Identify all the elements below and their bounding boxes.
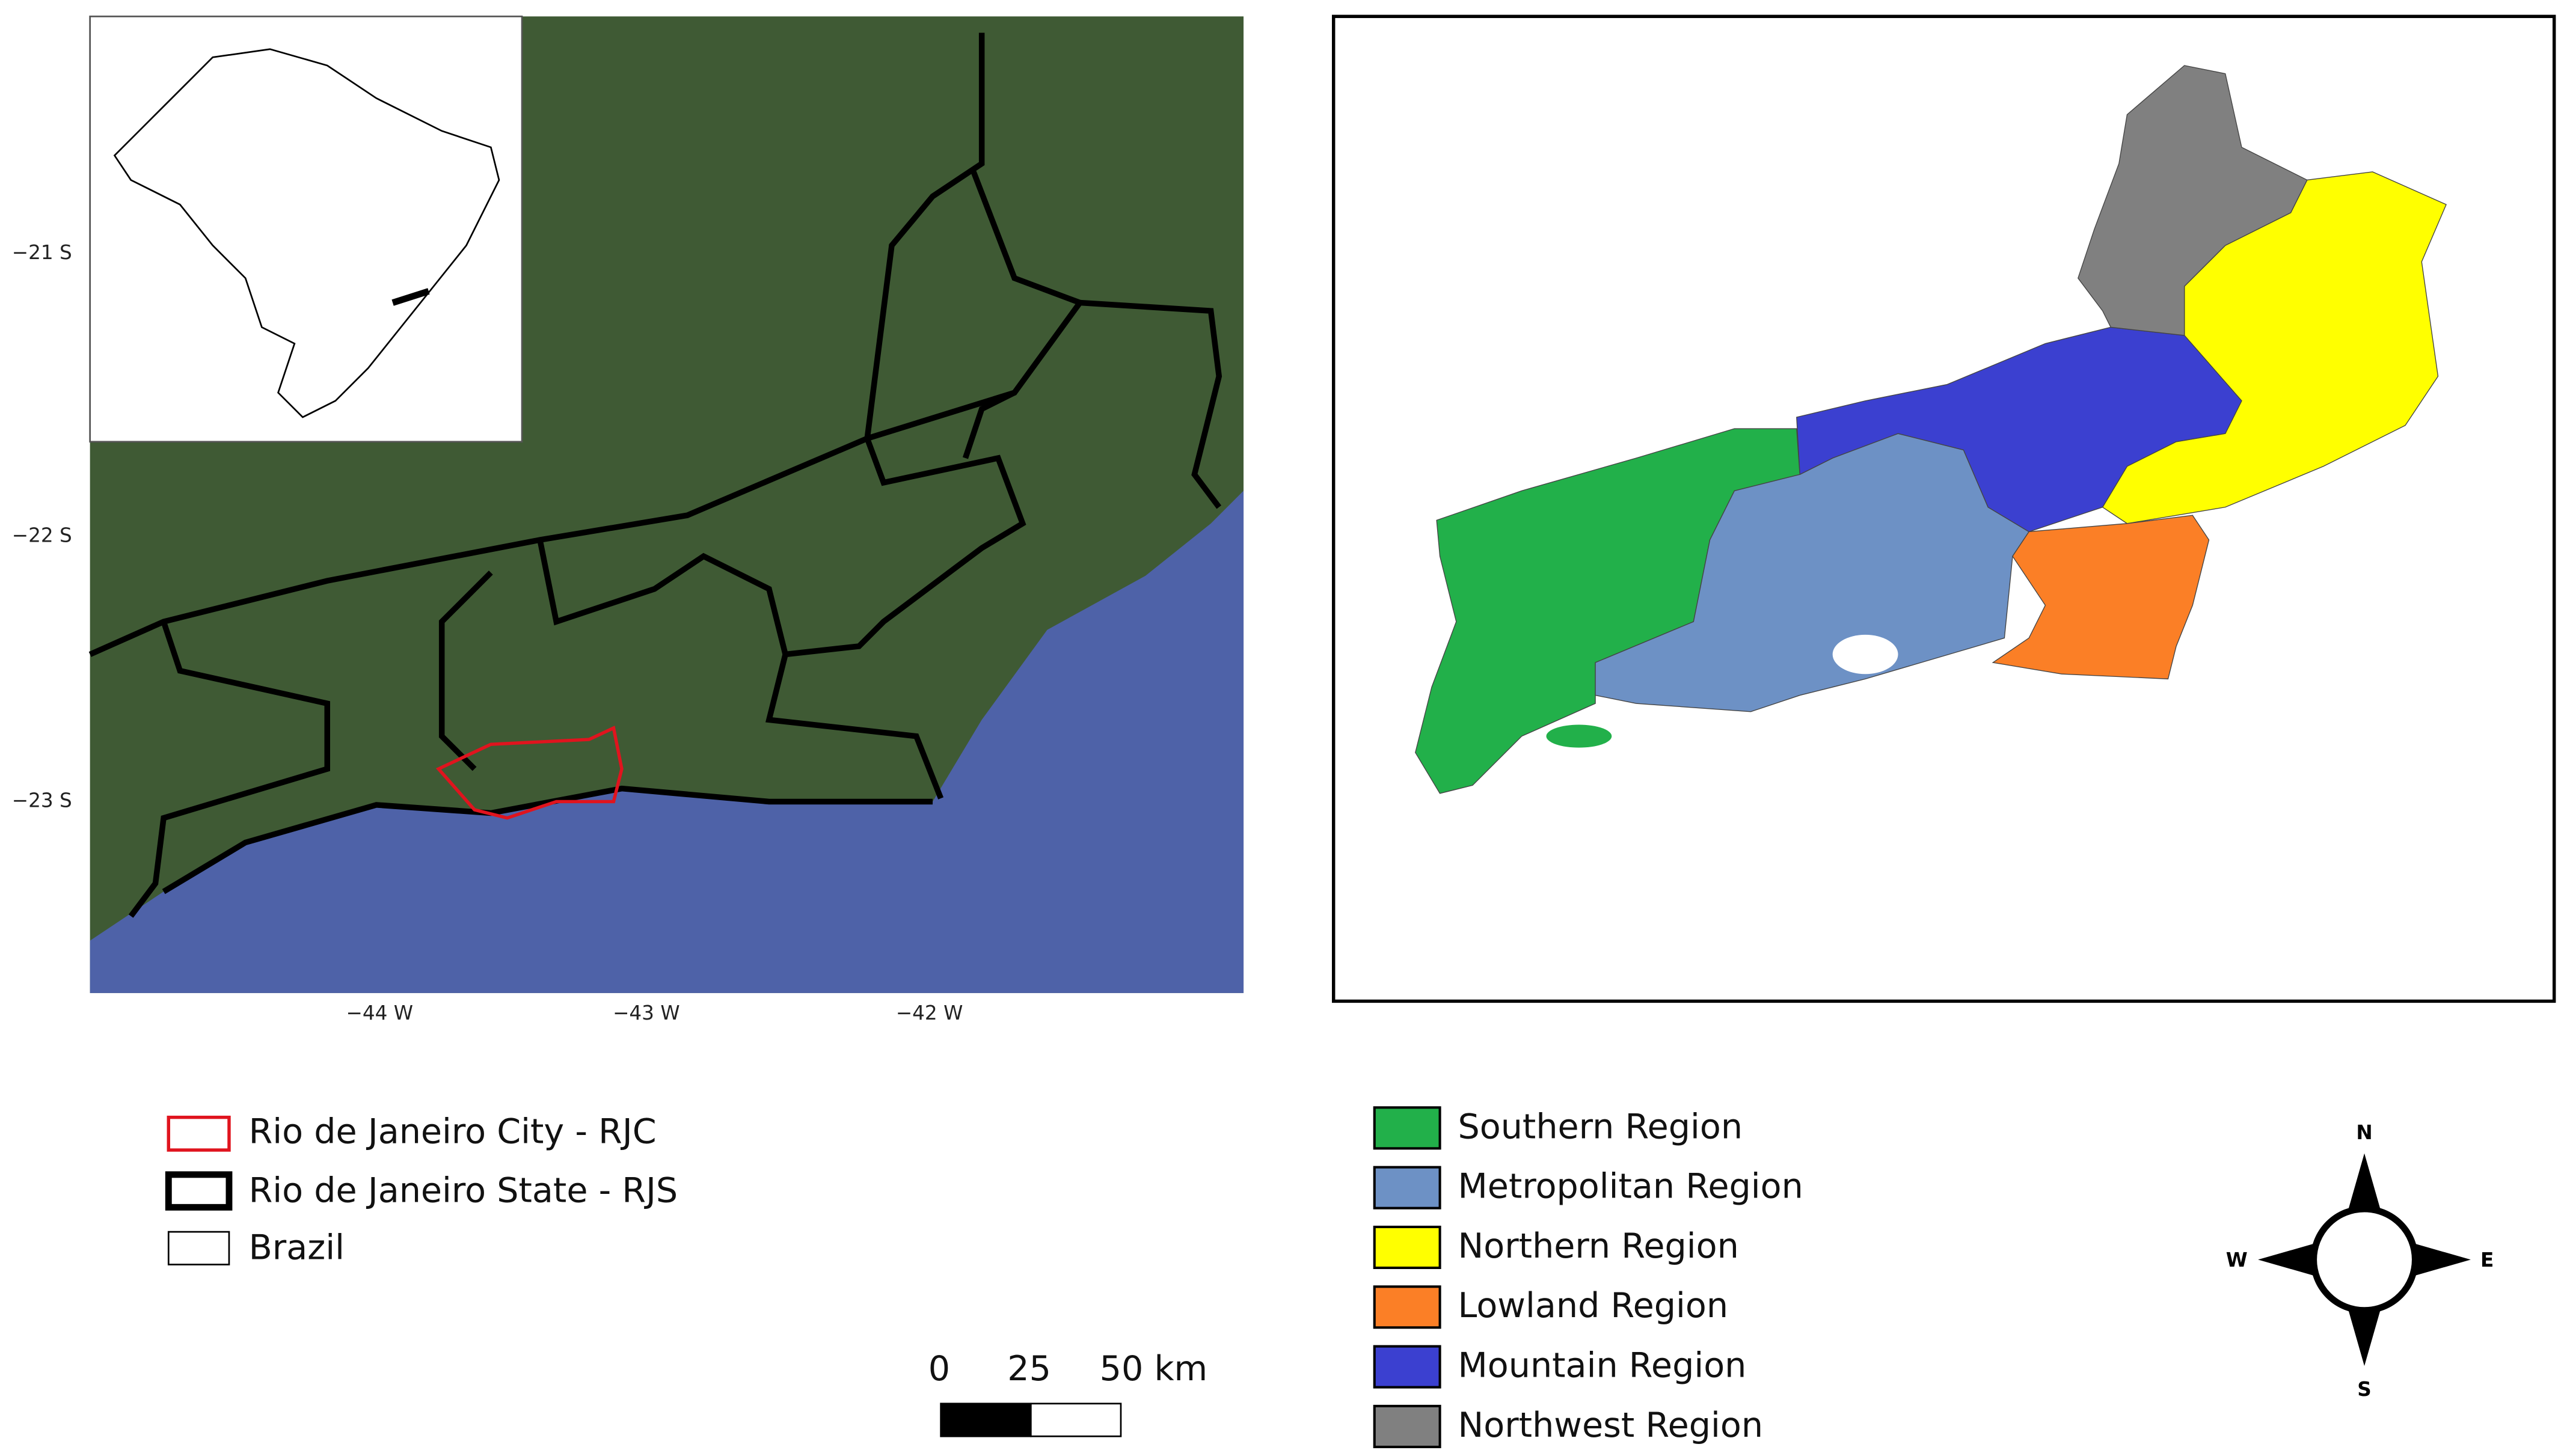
region xyxy=(1992,515,2210,680)
rjs-inset xyxy=(391,288,430,306)
brazil-outline xyxy=(113,48,500,418)
legend-swatch xyxy=(1373,1404,1441,1448)
legend-swatch xyxy=(1373,1225,1441,1270)
legend-swatch xyxy=(167,1231,230,1265)
legend-label: Northwest Region xyxy=(1458,1406,1764,1445)
satellite-map: −21 S −22 S −23 S −44 W −43 W −42 W xyxy=(12,15,1244,1024)
scale-bar xyxy=(1029,1402,1122,1437)
legend-label: Lowland Region xyxy=(1458,1286,1729,1326)
legend-label: Rio de Janeiro City - RJC xyxy=(249,1112,657,1151)
island xyxy=(1546,724,1612,748)
compass-n: N xyxy=(2356,1121,2372,1144)
legend-swatch xyxy=(1373,1285,1441,1329)
legend-swatch xyxy=(1373,1345,1441,1389)
lon-label: −42 W xyxy=(896,1002,963,1024)
water xyxy=(1832,634,1898,674)
region xyxy=(2078,65,2308,336)
scale-label: 0 xyxy=(928,1349,950,1389)
scale-label: 50 km xyxy=(1100,1349,1208,1389)
legend-label: Northern Region xyxy=(1458,1226,1739,1266)
scale-bar xyxy=(940,1402,1032,1437)
legend-label: Metropolitan Region xyxy=(1458,1167,1803,1207)
legend-label: Mountain Region xyxy=(1458,1346,1747,1386)
lon-label: −43 W xyxy=(613,1002,680,1024)
legend-swatch xyxy=(165,1171,233,1211)
ocean xyxy=(90,491,1244,993)
legend-label: Rio de Janeiro State - RJS xyxy=(249,1170,678,1210)
lat-label: −23 S xyxy=(12,789,72,812)
compass-s: S xyxy=(2357,1378,2372,1401)
region xyxy=(1796,326,2242,533)
legend-swatch xyxy=(167,1115,231,1152)
lat-label: −21 S xyxy=(12,241,72,264)
scale-label: 25 xyxy=(1007,1349,1051,1389)
legend-swatch xyxy=(1373,1106,1441,1150)
regions-legend: Southern Region Metropolitan Region Northe… xyxy=(1373,1106,1803,1448)
legend-label: Brazil xyxy=(249,1228,345,1268)
compass: N S W E xyxy=(2226,1121,2494,1401)
compass-e: E xyxy=(2480,1249,2494,1271)
lat-label: −22 S xyxy=(12,524,72,547)
rio-city-outline xyxy=(435,726,624,820)
legend-label: Southern Region xyxy=(1458,1107,1743,1146)
regions-map xyxy=(1415,65,2447,794)
legend-swatch xyxy=(1373,1166,1441,1210)
lon-label: −44 W xyxy=(346,1002,414,1024)
compass-w: W xyxy=(2226,1249,2248,1271)
